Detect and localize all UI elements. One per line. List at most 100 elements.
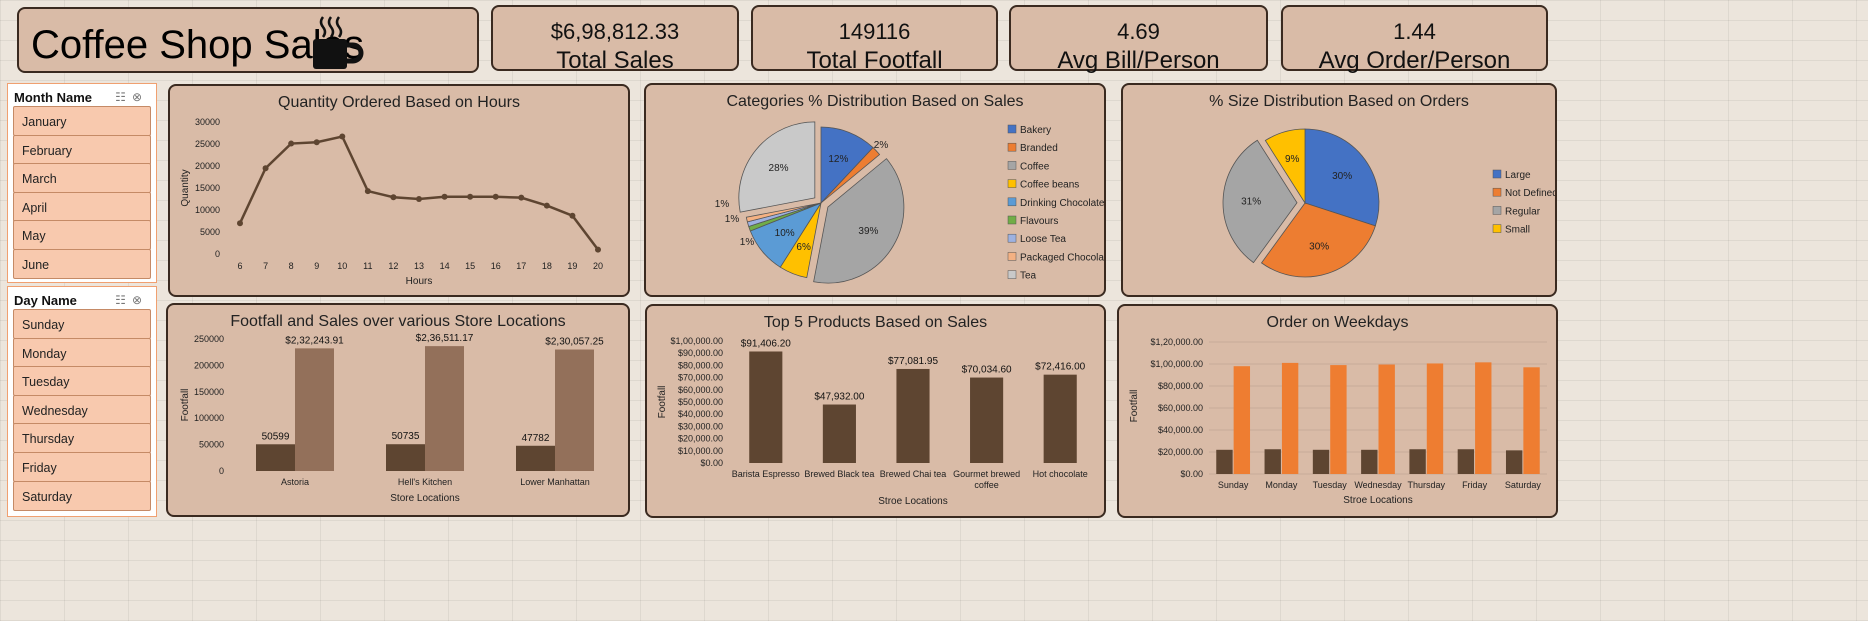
y-tick-label: $90,000.00 [678, 348, 723, 358]
legend-entry: Packaged Chocolate [1020, 252, 1104, 263]
x-tick-label: Hot chocolate [1033, 469, 1088, 479]
data-label: 50599 [262, 431, 290, 442]
x-tick-label: 8 [289, 261, 294, 271]
data-label: 50735 [392, 431, 420, 442]
x-tick-label: 18 [542, 261, 552, 271]
bar-chart: $0.00 $20,000.00 $40,000.00 $60,000.00 $80,0… [1129, 337, 1547, 506]
data-label: $2,32,243.91 [285, 335, 344, 346]
y-tick-label: $20,000.00 [1158, 447, 1203, 457]
legend-swatch [1007, 161, 1017, 170]
legend-entry: Not Defined [1505, 188, 1555, 199]
y-axis-label: Quantity [180, 169, 191, 206]
data-point [288, 140, 295, 147]
chart-title: Order on Weekdays [1266, 314, 1409, 331]
slicer-item-saturday[interactable]: Saturday [13, 480, 151, 511]
clear-filter-icon[interactable]: ⊗ [131, 90, 148, 104]
bar-chart: $0.00 $10,000.00 $20,000.00 $30,000.00 $40,0… [657, 336, 1088, 507]
x-tick-label: Lower Manhattan [520, 477, 590, 487]
y-tick-label: $0.00 [700, 458, 723, 468]
x-tick-label: Gourmet brewed [953, 469, 1020, 479]
data-point [364, 188, 371, 195]
data-point [339, 133, 346, 140]
legend-swatch [1007, 124, 1017, 134]
pie-chart: 30% 30% 31% 9% Large Not Defined Regular Small [1222, 128, 1555, 278]
legend-swatch [1007, 142, 1017, 152]
slice-label: 10% [775, 228, 795, 239]
slicer-item-friday[interactable]: Friday [13, 452, 151, 482]
x-tick-label: Thursday [1408, 480, 1446, 490]
data-label: 47782 [522, 433, 550, 444]
slicer-item-thursday[interactable]: Thursday [13, 423, 151, 454]
bar [1264, 449, 1281, 474]
x-tick-label: Tuesday [1313, 480, 1348, 490]
slicer-item-june[interactable]: June [13, 249, 151, 279]
slicer-item-january[interactable]: January [13, 106, 151, 136]
y-axis-label: Footfall [180, 389, 191, 422]
kpi-label: Avg Order/Person [1318, 47, 1511, 74]
coffee-cup-icon [313, 16, 364, 69]
data-point [416, 196, 422, 202]
pie-slice [1260, 202, 1376, 278]
pie-slice [745, 202, 822, 223]
bar [516, 445, 555, 471]
chart-panel-hours: Quantity Ordered Based on Hours 0 5000 100… [168, 84, 630, 297]
slicer-item-april[interactable]: April [13, 191, 151, 222]
slice-label: 12% [828, 154, 848, 165]
x-tick-label: 7 [263, 261, 268, 271]
y-tick-label: $1,20,000.00 [1150, 337, 1203, 347]
bar [1281, 362, 1299, 474]
kpi-value: 4.69 [1117, 19, 1160, 44]
x-axis-label: Store Locations [390, 493, 460, 504]
kpi-value: 149116 [838, 19, 911, 44]
x-tick-label: 14 [440, 261, 450, 271]
x-tick-label: 6 [237, 261, 242, 271]
dashboard-title: Coffee Shop Sales [31, 23, 364, 67]
multi-select-icon[interactable]: ☷ [115, 293, 132, 307]
data-label: $47,932.00 [814, 392, 864, 403]
slice-label: 1% [740, 237, 755, 248]
y-tick-label: 10000 [195, 205, 220, 215]
bar [555, 349, 594, 471]
legend-swatch [1007, 270, 1017, 279]
data-label: $91,406.20 [741, 338, 791, 349]
slicer-item-tuesday[interactable]: Tuesday [13, 366, 151, 397]
bar [1312, 449, 1330, 474]
bar-chart: 0 50000 100000 150000 200000 250000 50599 $2,32… [180, 333, 604, 504]
slicer-item-february[interactable]: February [13, 134, 151, 165]
y-tick-label: $10,000.00 [678, 446, 723, 456]
slicer-item-may[interactable]: May [13, 220, 151, 251]
data-label: $77,081.95 [888, 356, 938, 367]
x-tick-label: Brewed Chai tea [880, 469, 947, 479]
slice-label: 6% [796, 242, 811, 253]
x-tick-label: Friday [1462, 480, 1488, 490]
legend-swatch [1492, 169, 1502, 179]
legend-entry: Flavours [1020, 216, 1058, 227]
kpi-label: Total Sales [556, 47, 674, 74]
y-tick-label: 25000 [195, 139, 220, 149]
data-point [262, 165, 269, 172]
y-tick-label: $50,000.00 [678, 397, 723, 407]
slice-label: 1% [715, 199, 730, 210]
legend-swatch [1007, 197, 1017, 207]
clear-filter-icon[interactable]: ⊗ [131, 293, 148, 307]
slicer-item-wednesday[interactable]: Wednesday [13, 394, 151, 425]
chart-panel-categories: Categories % Distribution Based on Sales… [644, 83, 1106, 297]
multi-select-icon[interactable]: ☷ [115, 90, 132, 104]
x-axis-label: Hours [406, 276, 433, 287]
legend-entry: Loose Tea [1020, 234, 1066, 245]
slicer-item-march[interactable]: March [13, 163, 151, 194]
data-point [467, 193, 474, 200]
x-tick-label: 16 [491, 261, 501, 271]
slicer-item-monday[interactable]: Monday [13, 337, 151, 368]
x-tick-label: Wednesday [1354, 480, 1402, 490]
x-axis-label: Stroe Locations [878, 496, 948, 507]
x-tick-label: Brewed Black tea [804, 469, 874, 479]
month-slicer-label: Month Name [14, 90, 92, 105]
y-tick-label: $1,00,000.00 [1150, 359, 1203, 369]
legend-swatch [1492, 187, 1502, 197]
slicer-item-sunday[interactable]: Sunday [13, 309, 151, 339]
data-point [518, 194, 525, 201]
x-tick-label: Sunday [1218, 480, 1249, 490]
legend-entry: Coffee [1020, 161, 1050, 172]
x-tick-label: Saturday [1505, 480, 1542, 490]
